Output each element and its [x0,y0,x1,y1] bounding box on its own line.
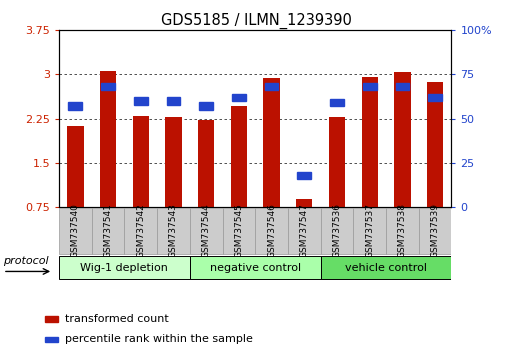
FancyBboxPatch shape [190,208,223,254]
Bar [396,83,409,91]
FancyBboxPatch shape [321,208,353,254]
Text: protocol: protocol [3,256,49,266]
FancyBboxPatch shape [353,208,386,254]
Text: GSM737538: GSM737538 [398,204,407,258]
FancyBboxPatch shape [190,256,321,279]
Bar [329,117,345,207]
Bar [263,79,280,207]
FancyBboxPatch shape [386,208,419,254]
Bar [362,77,378,207]
Bar [199,103,213,110]
Bar [232,94,246,101]
FancyBboxPatch shape [223,208,255,254]
Text: GSM737544: GSM737544 [202,204,211,258]
FancyBboxPatch shape [59,256,190,279]
Text: GDS5185 / ILMN_1239390: GDS5185 / ILMN_1239390 [161,12,352,29]
FancyBboxPatch shape [255,208,288,254]
Bar [45,316,58,322]
Bar [101,83,115,91]
Bar [68,103,82,110]
FancyBboxPatch shape [419,208,451,254]
Text: Wig-1 depletion: Wig-1 depletion [81,263,168,273]
FancyBboxPatch shape [124,208,157,254]
Text: negative control: negative control [210,263,301,273]
Text: vehicle control: vehicle control [345,263,427,273]
FancyBboxPatch shape [92,208,124,254]
Text: GSM737547: GSM737547 [300,204,309,258]
FancyBboxPatch shape [288,208,321,254]
Bar [296,199,312,207]
FancyBboxPatch shape [321,256,451,279]
Text: transformed count: transformed count [65,314,169,324]
Bar [265,83,279,91]
Text: GSM737536: GSM737536 [332,204,342,258]
FancyBboxPatch shape [59,208,92,254]
Text: GSM737542: GSM737542 [136,204,145,258]
Text: GSM737540: GSM737540 [71,204,80,258]
Bar [428,94,442,101]
Bar [167,97,181,105]
Bar [100,72,116,207]
Text: GSM737546: GSM737546 [267,204,276,258]
Bar [165,118,182,207]
Bar [132,116,149,207]
Text: GSM737539: GSM737539 [430,204,440,258]
Bar [330,99,344,106]
Bar [231,105,247,207]
Bar [45,337,58,342]
Bar [298,172,311,179]
Text: GSM737543: GSM737543 [169,204,178,258]
FancyBboxPatch shape [157,208,190,254]
Text: GSM737545: GSM737545 [234,204,243,258]
Bar [67,126,84,207]
Bar [363,83,377,91]
Text: GSM737541: GSM737541 [104,204,112,258]
Bar [198,120,214,207]
Bar [394,72,410,207]
Bar [134,97,148,105]
Text: percentile rank within the sample: percentile rank within the sample [65,335,253,344]
Bar [427,82,443,207]
Text: GSM737537: GSM737537 [365,204,374,258]
